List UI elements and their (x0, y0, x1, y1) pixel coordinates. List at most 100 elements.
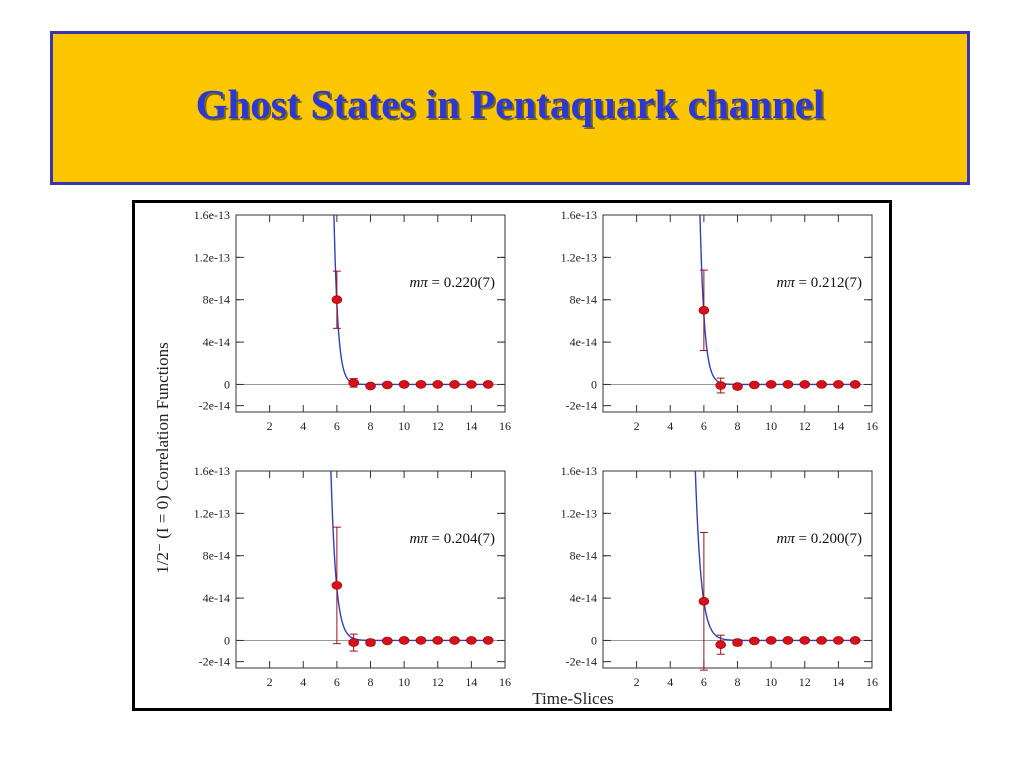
data-point (398, 636, 410, 645)
y-tick-label: 8e-14 (570, 549, 597, 563)
fit-curve (333, 215, 489, 386)
x-tick-label: 8 (735, 675, 741, 689)
x-tick-label: 6 (334, 419, 340, 433)
y-tick-label: 1.6e-13 (194, 208, 230, 222)
x-tick-label: 12 (432, 419, 444, 433)
data-point (415, 636, 427, 645)
y-tick-label: 8e-14 (203, 549, 230, 563)
pion-mass-annotation: mπ = 0.212(7) (776, 275, 862, 291)
data-point (749, 636, 760, 646)
data-point (698, 306, 710, 315)
data-point (432, 636, 444, 645)
x-tick-label: 6 (334, 675, 340, 689)
x-tick-label: 8 (368, 675, 374, 689)
y-tick-label: 0 (224, 633, 230, 647)
data-point (715, 381, 726, 390)
y-tick-label: 4e-14 (570, 335, 597, 349)
slide-title: Ghost States in Pentaquark channel (195, 81, 825, 127)
y-tick-label: 0 (591, 377, 597, 391)
y-tick-label: 8e-14 (203, 293, 230, 307)
data-point (765, 380, 777, 389)
data-point (398, 380, 410, 389)
correlation-chart-grid: Time-Slices 1/2⁻ (I = 0) Correlation Fun… (153, 208, 878, 708)
y-tick-label: 0 (591, 633, 597, 647)
x-tick-label: 12 (799, 675, 811, 689)
data-point (415, 380, 427, 389)
data-point (365, 638, 376, 647)
data-point (449, 636, 460, 645)
x-tick-label: 8 (735, 419, 741, 433)
data-point (348, 378, 359, 388)
data-point (715, 640, 726, 649)
data-point (482, 380, 494, 389)
x-tick-label: 4 (300, 675, 306, 689)
data-point (849, 636, 861, 645)
y-tick-label: 1.2e-13 (561, 250, 597, 264)
x-tick-label: 10 (398, 675, 410, 689)
data-point (799, 380, 811, 389)
x-tick-label: 14 (465, 675, 477, 689)
x-tick-label: 4 (667, 419, 673, 433)
title-banner: Ghost States in Pentaquark channel (50, 31, 970, 185)
x-tick-label: 6 (701, 675, 707, 689)
x-tick-label: 16 (499, 419, 511, 433)
x-tick-label: 2 (634, 419, 640, 433)
x-tick-label: 4 (667, 675, 673, 689)
pion-mass-annotation: mπ = 0.220(7) (409, 275, 495, 291)
y-tick-label: 1.6e-13 (561, 208, 597, 222)
data-point (833, 380, 844, 389)
y-tick-label: -2e-14 (566, 399, 597, 413)
y-tick-label: 0 (224, 377, 230, 391)
data-point (348, 638, 359, 647)
x-tick-label: 8 (368, 419, 374, 433)
y-tick-label: 4e-14 (570, 591, 597, 605)
x-axis-label: Time-Slices (532, 689, 614, 708)
x-tick-label: 10 (765, 419, 777, 433)
x-tick-label: 14 (832, 419, 844, 433)
data-point (816, 380, 827, 389)
x-tick-label: 2 (634, 675, 640, 689)
x-tick-label: 14 (832, 675, 844, 689)
data-point (765, 636, 777, 645)
data-point (331, 581, 343, 590)
data-point (732, 638, 743, 647)
data-point (466, 636, 477, 645)
y-tick-label: 1.2e-13 (194, 250, 230, 264)
x-tick-label: 2 (267, 675, 273, 689)
x-tick-label: 10 (398, 419, 410, 433)
y-tick-label: 1.6e-13 (561, 464, 597, 478)
x-tick-label: 12 (432, 675, 444, 689)
data-point (799, 636, 811, 645)
data-point (849, 380, 861, 389)
y-tick-label: 1.2e-13 (194, 506, 230, 520)
x-tick-label: 4 (300, 419, 306, 433)
y-tick-label: 8e-14 (570, 293, 597, 307)
data-point (331, 295, 343, 305)
x-tick-label: 16 (499, 675, 511, 689)
y-tick-label: -2e-14 (199, 655, 230, 669)
data-point (482, 636, 494, 645)
data-point (816, 636, 827, 645)
panel-top-left: 1.6e-13 1.2e-13 8e-14 4e-14 0 -2e-14 2 4 6 8 10 12 1… (194, 208, 511, 433)
x-tick-label: 2 (267, 419, 273, 433)
pion-mass-annotation: mπ = 0.200(7) (776, 531, 862, 547)
x-tick-label: 12 (799, 419, 811, 433)
fit-curve (699, 215, 856, 386)
data-point (449, 380, 460, 389)
data-point (382, 636, 393, 646)
y-tick-label: 4e-14 (203, 591, 230, 605)
y-tick-label: -2e-14 (566, 655, 597, 669)
y-tick-label: 1.6e-13 (194, 464, 230, 478)
x-tick-label: 10 (765, 675, 777, 689)
data-point (432, 380, 444, 389)
data-point (782, 380, 794, 389)
data-point (749, 380, 760, 390)
data-point (833, 636, 844, 645)
x-tick-label: 6 (701, 419, 707, 433)
data-point (365, 381, 376, 391)
y-axis-label: 1/2⁻ (I = 0) Correlation Functions (153, 342, 172, 574)
x-tick-label: 16 (866, 419, 878, 433)
x-tick-label: 16 (866, 675, 878, 689)
y-tick-label: 1.2e-13 (561, 506, 597, 520)
y-tick-label: 4e-14 (203, 335, 230, 349)
